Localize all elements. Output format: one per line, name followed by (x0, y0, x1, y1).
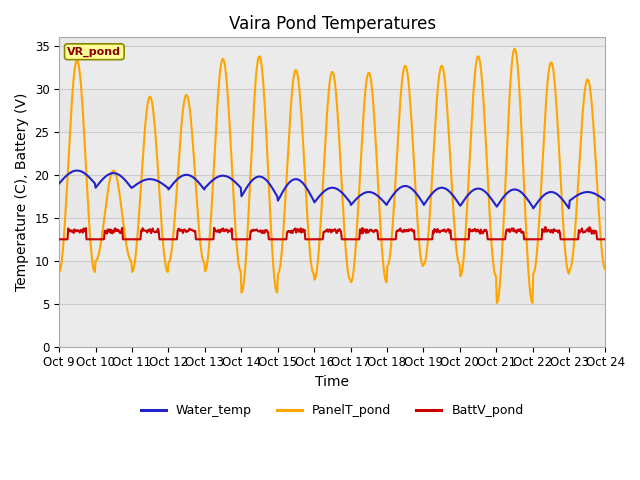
Text: VR_pond: VR_pond (67, 47, 122, 57)
Bar (59, 46, 605, 89)
Bar (59, 304, 605, 347)
Bar (59, 132, 605, 175)
Bar (59, 218, 605, 261)
Title: Vaira Pond Temperatures: Vaira Pond Temperatures (228, 15, 436, 33)
Y-axis label: Temperature (C), Battery (V): Temperature (C), Battery (V) (15, 93, 29, 291)
Legend: Water_temp, PanelT_pond, BattV_pond: Water_temp, PanelT_pond, BattV_pond (136, 399, 529, 422)
X-axis label: Time: Time (316, 375, 349, 389)
